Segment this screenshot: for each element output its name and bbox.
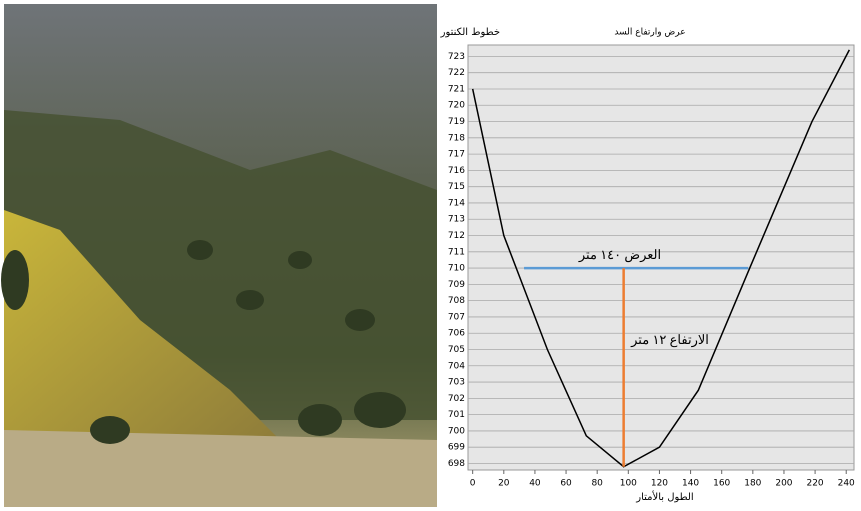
x-axis-label: الطول بالأمتار [635,490,693,503]
x-tick-label: 240 [838,479,855,489]
y-tick-label: 713 [448,215,465,225]
y-tick-label: 723 [448,52,465,62]
photo [1,4,437,507]
y-tick-label: 711 [448,247,465,257]
x-tick-label: 180 [744,479,761,489]
y-tick-label: 712 [448,231,465,241]
y-tick-label: 708 [448,296,465,306]
x-tick-label: 20 [498,479,510,489]
y-tick-label: 700 [448,426,465,436]
x-tick-label: 120 [651,479,668,489]
x-tick-label: 220 [806,479,823,489]
y-tick-label: 719 [448,117,465,127]
x-tick-label: 140 [682,479,699,489]
y-tick-label: 714 [448,198,465,208]
y-tick-label: 705 [448,345,465,355]
x-tick-label: 200 [775,479,792,489]
y-tick-label: 707 [448,312,465,322]
y-tick-label: 699 [448,443,465,453]
data-line [471,49,850,468]
y-axis-label: خطوط الكنتور [440,27,500,38]
annotation: العرض ١٤٠ متر [578,247,661,263]
y-tick-label: 715 [448,182,465,192]
x-tick-label: 40 [529,479,541,489]
chart-title: عرض وارتفاع السد [614,28,685,38]
y-tick-label: 702 [448,394,465,404]
x-tick-label: 60 [560,479,572,489]
y-tick-label: 703 [448,378,465,388]
y-tick-label: 716 [448,166,465,176]
y-tick-label: 706 [448,329,465,339]
y-tick-label: 709 [448,280,465,290]
x-tick-label: 100 [620,479,637,489]
y-tick-label: 722 [448,68,465,78]
y-tick-label: 704 [448,361,465,371]
x-tick-label: 0 [470,479,476,489]
y-tick-label: 698 [448,459,465,469]
y-tick-label: 710 [448,264,465,274]
x-tick-label: 160 [713,479,730,489]
y-tick-label: 701 [448,410,465,420]
y-tick-label: 717 [448,150,465,160]
annotation: الارتفاع ١٢ متر [630,332,709,348]
y-tick-label: 720 [448,101,465,111]
y-tick-label: 718 [448,133,465,143]
y-tick-label: 721 [448,84,465,94]
plot-area [467,44,855,471]
x-tick-label: 80 [591,479,603,489]
